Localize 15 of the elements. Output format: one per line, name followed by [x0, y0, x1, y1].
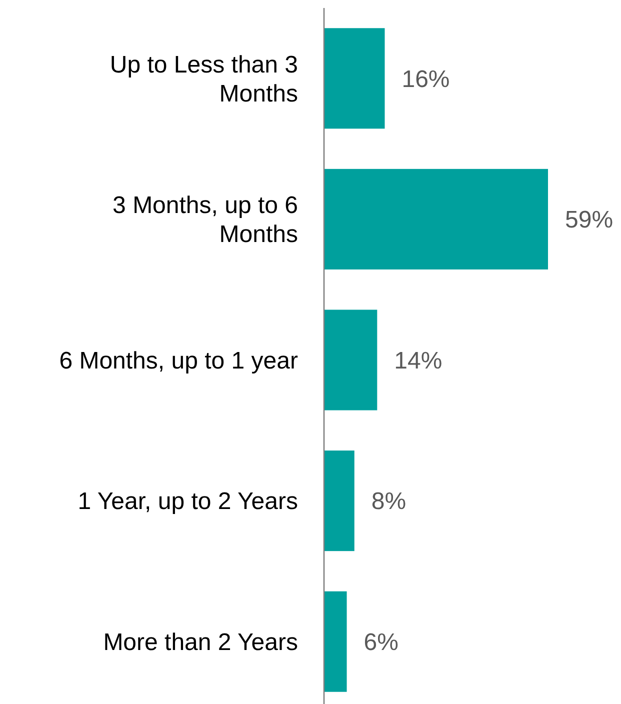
- data-label: 16%: [402, 66, 450, 93]
- data-label: 6%: [364, 629, 398, 656]
- bar: [324, 591, 347, 692]
- y-tick-label: 3 Months, up to 6 Months: [112, 192, 298, 248]
- y-tick-label: 6 Months, up to 1 year: [59, 347, 298, 374]
- bar: [324, 28, 385, 129]
- data-label: 8%: [371, 488, 406, 516]
- y-tick-label: 1 Year, up to 2 Years: [78, 488, 298, 516]
- data-label: 59%: [565, 206, 614, 234]
- bar: [324, 450, 354, 552]
- bar: [324, 310, 378, 410]
- bar: [324, 168, 548, 270]
- data-label: 14%: [394, 347, 442, 374]
- y-tick-label: More than 2 Years: [103, 629, 298, 656]
- y-tick-label: Up to Less than 3 Months: [110, 51, 298, 108]
